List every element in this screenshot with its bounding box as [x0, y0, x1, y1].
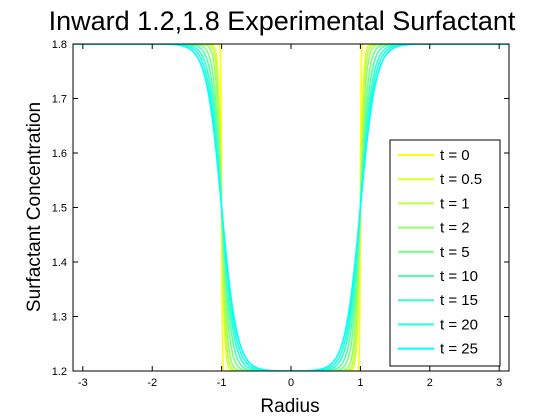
x-axis-label: Radius [260, 396, 319, 417]
x-tick-label: -1 [217, 377, 227, 389]
y-axis: 1.2 1.3 1.4 1.5 1.6 1.7 1.8 [52, 39, 509, 378]
chart-title: Inward 1.2,1.8 Experimental Surfactant [49, 6, 516, 36]
y-tick-label: 1.2 [52, 366, 67, 378]
legend-label-7: t = 20 [440, 316, 478, 333]
y-tick-label: 1.5 [52, 203, 67, 215]
x-tick-label: -2 [147, 377, 157, 389]
y-tick-label: 1.6 [52, 148, 67, 160]
y-tick-label: 1.3 [52, 312, 67, 324]
y-tick-label: 1.7 [52, 94, 67, 106]
legend-label-1: t = 0.5 [440, 171, 482, 188]
legend-label-2: t = 1 [440, 195, 470, 212]
legend-label-3: t = 2 [440, 220, 470, 237]
y-axis-label: Surfactant Concentration [24, 102, 45, 312]
y-tick-label: 1.8 [52, 39, 67, 51]
x-tick-label: 1 [357, 377, 363, 389]
legend-label-0: t = 0 [440, 147, 470, 164]
x-tick-label: -3 [78, 377, 88, 389]
legend: t = 0 t = 0.5 t = 1 t = 2 t = 5 t = 10 t = 15 t… [389, 139, 501, 367]
legend-box [389, 139, 501, 367]
legend-label-4: t = 5 [440, 244, 470, 261]
x-tick-label: 2 [427, 377, 433, 389]
y-tick-label: 1.4 [52, 257, 67, 269]
legend-label-6: t = 15 [440, 292, 478, 309]
x-tick-label: 3 [496, 377, 502, 389]
x-tick-label: 0 [288, 377, 294, 389]
x-axis: -3 -2 -1 0 1 2 3 [78, 44, 502, 389]
legend-label-8: t = 25 [440, 341, 478, 358]
legend-label-5: t = 10 [440, 268, 478, 285]
